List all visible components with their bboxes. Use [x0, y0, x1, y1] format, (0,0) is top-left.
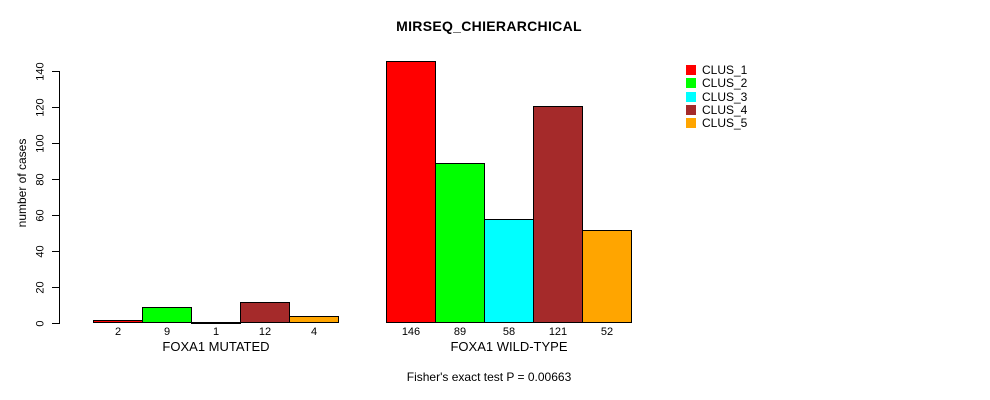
- bar-clus_4: [240, 301, 290, 324]
- bar-clus_2: [142, 307, 192, 324]
- legend-series-label: CLUS_4: [702, 102, 748, 117]
- legend-series-label: CLUS_1: [702, 63, 748, 77]
- y-axis-tick: [52, 250, 60, 253]
- bar-clus_1: [93, 319, 143, 324]
- y-axis-tick-label: 100: [34, 134, 46, 153]
- legend-series-label: CLUS_5: [702, 116, 748, 130]
- y-axis-tick: [52, 286, 60, 289]
- y-axis-tick-label: 20: [34, 281, 46, 294]
- legend-series-label: CLUS_3: [702, 89, 748, 104]
- y-axis-line: [59, 71, 61, 324]
- bar-value-label: 52: [600, 326, 614, 338]
- legend-swatch-clus_2: [686, 78, 696, 89]
- y-axis-tick-label: 40: [34, 245, 46, 258]
- bar-clus_2: [435, 163, 485, 324]
- bar-clus_1: [386, 60, 436, 324]
- y-axis-tick-label: 140: [34, 62, 46, 81]
- y-axis-tick-label: 0: [34, 320, 46, 327]
- legend-series-label: CLUS_2: [702, 76, 748, 91]
- bar-value-label: 12: [258, 326, 272, 338]
- bar-clus_5: [582, 229, 632, 324]
- y-axis-tick-label: 120: [34, 98, 46, 117]
- bar-value-label: 89: [453, 326, 467, 338]
- y-axis-tick-label: 60: [34, 209, 46, 222]
- chart-title: MIRSEQ_CHIERARCHICAL: [396, 18, 582, 34]
- bar-value-label: 4: [310, 326, 318, 338]
- bar-value-label: 121: [548, 326, 568, 338]
- bar-value-label: 58: [502, 326, 516, 338]
- bar-clus_3: [484, 219, 534, 324]
- bar-clus_3: [191, 321, 241, 324]
- y-axis-tick: [52, 214, 60, 217]
- caption-fishers-test: Fisher's exact test P = 0.00663: [406, 370, 572, 384]
- legend-swatch-clus_4: [686, 104, 696, 115]
- bar-value-label: 2: [114, 326, 122, 338]
- bar-clus_4: [533, 105, 583, 324]
- y-axis-tick: [52, 70, 60, 73]
- legend-swatch-clus_1: [686, 65, 696, 75]
- y-axis-tick: [52, 106, 60, 109]
- bar-value-label: 1: [212, 326, 220, 338]
- x-axis-group-label: FOXA1 WILD-TYPE: [450, 339, 568, 354]
- bar-clus_5: [289, 316, 339, 324]
- y-axis-tick: [52, 322, 60, 325]
- bar-value-label: 146: [401, 326, 421, 338]
- y-axis-label: number of cases: [15, 138, 29, 228]
- y-axis-tick-label: 80: [34, 173, 46, 186]
- y-axis-tick: [52, 178, 60, 181]
- x-axis-group-label: FOXA1 MUTATED: [162, 339, 270, 354]
- bar-value-label: 9: [163, 326, 171, 338]
- y-axis-tick: [52, 142, 60, 145]
- legend-swatch-clus_3: [686, 91, 696, 102]
- legend-swatch-clus_5: [686, 118, 696, 128]
